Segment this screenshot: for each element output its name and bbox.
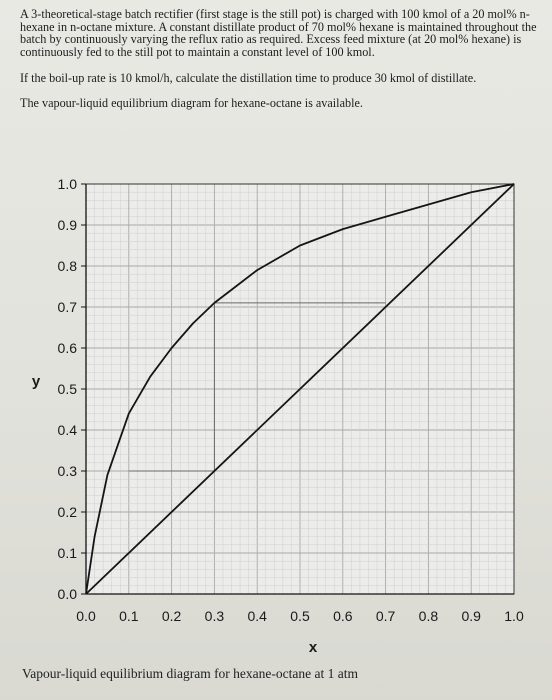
equilibrium-curve xyxy=(85,183,515,595)
y-tick-label: 0.0 xyxy=(58,586,78,602)
y-tick-label: 0.8 xyxy=(58,258,78,274)
y-tick-label: 0.9 xyxy=(58,217,78,233)
x-tick-labels: 0.0 0.1 0.2 0.3 0.4 0.5 0.6 0.7 0.8 0.9 1.0 xyxy=(76,608,524,624)
y-tick-label: 0.6 xyxy=(58,340,78,356)
y-tick-label: 0.3 xyxy=(58,463,78,479)
y-tick-label: 0.1 xyxy=(58,545,78,561)
x-tick-label: 0.3 xyxy=(205,608,225,624)
series xyxy=(85,183,515,595)
problem-paragraph: A 3-theoretical-stage batch rectifier (f… xyxy=(20,7,537,59)
x-tick-label: 0.2 xyxy=(162,608,182,624)
x-tick-label: 0.5 xyxy=(290,608,310,624)
problem-statement: A 3-theoretical-stage batch rectifier (f… xyxy=(20,8,542,110)
y-tick-labels: 0.0 0.1 0.2 0.3 0.4 0.5 0.6 0.7 0.8 0.9 1.0 xyxy=(58,176,86,602)
y-tick-label: 1.0 xyxy=(58,176,78,192)
x-tick-label: 0.0 xyxy=(76,608,96,624)
x-tick-label: 0.8 xyxy=(419,608,439,624)
diagonal-line xyxy=(85,183,515,595)
x-tick-label: 0.1 xyxy=(119,608,139,624)
y-tick-label: 0.4 xyxy=(58,422,78,438)
vle-chart: 0.0 0.1 0.2 0.3 0.4 0.5 0.6 0.7 0.8 0.9 1.0 0.0 0.1… xyxy=(0,140,552,660)
y-tick-label: 0.7 xyxy=(58,299,78,315)
construction-lines xyxy=(128,302,386,472)
y-tick-label: 0.5 xyxy=(58,381,78,397)
x-tick-label: 0.7 xyxy=(376,608,396,624)
vle-chart-svg: 0.0 0.1 0.2 0.3 0.4 0.5 0.6 0.7 0.8 0.9 1.0 0.0 0.1… xyxy=(32,176,524,656)
x-tick-label: 0.6 xyxy=(333,608,353,624)
problem-question: If the boil-up rate is 10 kmol/h, calcul… xyxy=(20,71,477,86)
x-tick-label: 0.9 xyxy=(461,608,481,624)
x-tick-label: 0.4 xyxy=(247,608,267,624)
chart-caption: Vapour-liquid equilibrium diagram for he… xyxy=(22,666,358,681)
y-tick-label: 0.2 xyxy=(58,504,78,520)
x-tick-label: 1.0 xyxy=(504,608,524,624)
y-axis-label: y xyxy=(32,373,41,390)
problem-note: The vapour-liquid equilibrium diagram fo… xyxy=(20,95,363,110)
x-axis-label: x xyxy=(309,639,318,656)
